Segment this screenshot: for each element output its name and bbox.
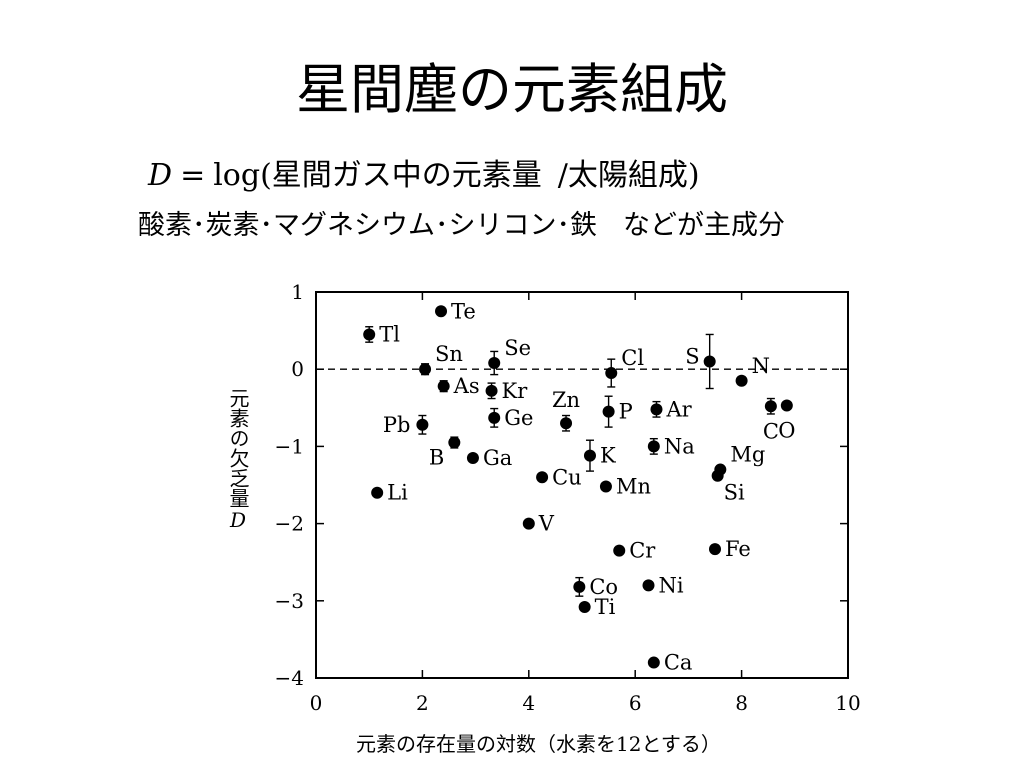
- data-point-c: [764, 400, 777, 413]
- point-label-ca: Ca: [664, 651, 693, 675]
- data-point-na: [647, 440, 660, 453]
- data-point-cr: [613, 544, 626, 557]
- data-point-ca: [647, 656, 660, 669]
- point-label-mn: Mn: [616, 475, 651, 499]
- plot-frame: [315, 291, 849, 679]
- data-point-ti: [578, 600, 591, 613]
- point-label-se: Se: [504, 336, 531, 360]
- x-tick-label: 4: [522, 691, 535, 715]
- data-point-pb: [416, 418, 429, 431]
- point-label-ge: Ge: [504, 406, 533, 430]
- data-point-p: [602, 405, 615, 418]
- data-point-sn: [419, 363, 432, 376]
- x-tick-label: 2: [416, 691, 429, 715]
- formula-equals: =: [180, 158, 206, 193]
- data-point-li: [371, 486, 384, 499]
- y-axis-label-text: 元素の欠乏量: [226, 388, 250, 508]
- point-label-n: N: [752, 354, 770, 378]
- point-label-ti: Ti: [595, 595, 616, 619]
- point-label-pb: Pb: [383, 413, 411, 437]
- data-point-o: [780, 399, 793, 412]
- data-point-ge: [488, 411, 501, 424]
- y-tick-label: 1: [291, 280, 304, 304]
- point-label-b: B: [429, 446, 444, 470]
- data-point-si: [711, 469, 724, 482]
- point-label-tl: Tl: [379, 322, 400, 346]
- formula-denominator: 太陽組成): [567, 158, 700, 193]
- point-label-c: C: [763, 419, 779, 443]
- y-tick-label: −4: [275, 666, 304, 690]
- point-label-cl: Cl: [621, 346, 644, 370]
- y-axis-label: 元素の欠乏量D: [220, 388, 250, 532]
- point-label-ar: Ar: [665, 397, 692, 421]
- data-point-b: [448, 436, 461, 449]
- point-label-mg: Mg: [730, 443, 765, 467]
- point-label-kr: Kr: [502, 379, 529, 403]
- data-point-co: [573, 580, 586, 593]
- point-label-ga: Ga: [483, 446, 512, 470]
- data-point-s: [703, 355, 716, 368]
- data-point-mn: [599, 480, 612, 493]
- y-tick-label: −2: [275, 512, 304, 536]
- data-point-cl: [605, 367, 618, 380]
- point-label-ni: Ni: [659, 573, 684, 597]
- point-label-s: S: [685, 344, 699, 368]
- point-label-fe: Fe: [725, 537, 751, 561]
- x-tick-label: 10: [835, 691, 860, 715]
- data-point-ni: [642, 579, 655, 592]
- point-label-v: V: [538, 512, 555, 536]
- data-point-te: [435, 305, 448, 318]
- point-label-si: Si: [724, 481, 745, 505]
- main-components: 酸素･炭素･マグネシウム･シリコン･鉄 などが主成分: [138, 206, 785, 246]
- data-point-tl: [363, 328, 376, 341]
- data-point-fe: [709, 543, 721, 556]
- point-label-p: P: [619, 400, 633, 424]
- x-tick-label: 0: [310, 691, 323, 715]
- point-label-te: Te: [451, 299, 476, 323]
- point-label-cr: Cr: [629, 539, 656, 563]
- data-point-ga: [466, 451, 479, 464]
- point-label-li: Li: [387, 481, 408, 505]
- main-components-elements: 酸素･炭素･マグネシウム･シリコン･鉄: [138, 210, 597, 241]
- slide-title: 星間塵の元素組成: [296, 58, 728, 121]
- x-tick-label: 8: [735, 691, 748, 715]
- y-tick-label: −1: [275, 434, 304, 458]
- y-axis-label-variable: D: [226, 508, 250, 532]
- point-label-o: O: [778, 418, 795, 442]
- formula-divider: /: [557, 158, 568, 193]
- formula-variable: D: [148, 158, 173, 193]
- data-point-v: [522, 517, 535, 530]
- point-label-k: K: [600, 444, 616, 468]
- data-point-se: [488, 357, 501, 370]
- data-point-k: [583, 449, 596, 462]
- point-label-as: As: [453, 374, 480, 398]
- point-label-zn: Zn: [552, 388, 580, 412]
- data-point-zn: [560, 417, 573, 430]
- point-label-co: Co: [589, 575, 618, 599]
- data-point-cu: [536, 471, 549, 484]
- formula: D = log(星間ガス中の元素量 /太陽組成): [148, 156, 700, 196]
- data-point-kr: [485, 384, 498, 397]
- main-components-suffix: などが主成分: [623, 210, 785, 241]
- data-point-ar: [650, 403, 663, 416]
- formula-expression: log(星間ガス中の元素量: [213, 158, 542, 193]
- data-point-as: [437, 380, 450, 393]
- y-tick-label: −3: [275, 589, 304, 613]
- point-label-na: Na: [664, 434, 695, 458]
- y-tick-label: 0: [291, 357, 304, 381]
- x-tick-label: 6: [629, 691, 642, 715]
- x-axis-label: 元素の存在量の対数（水素を12とする）: [356, 732, 721, 756]
- point-label-sn: Sn: [435, 342, 463, 366]
- data-point-n: [735, 374, 748, 387]
- point-label-cu: Cu: [552, 465, 582, 489]
